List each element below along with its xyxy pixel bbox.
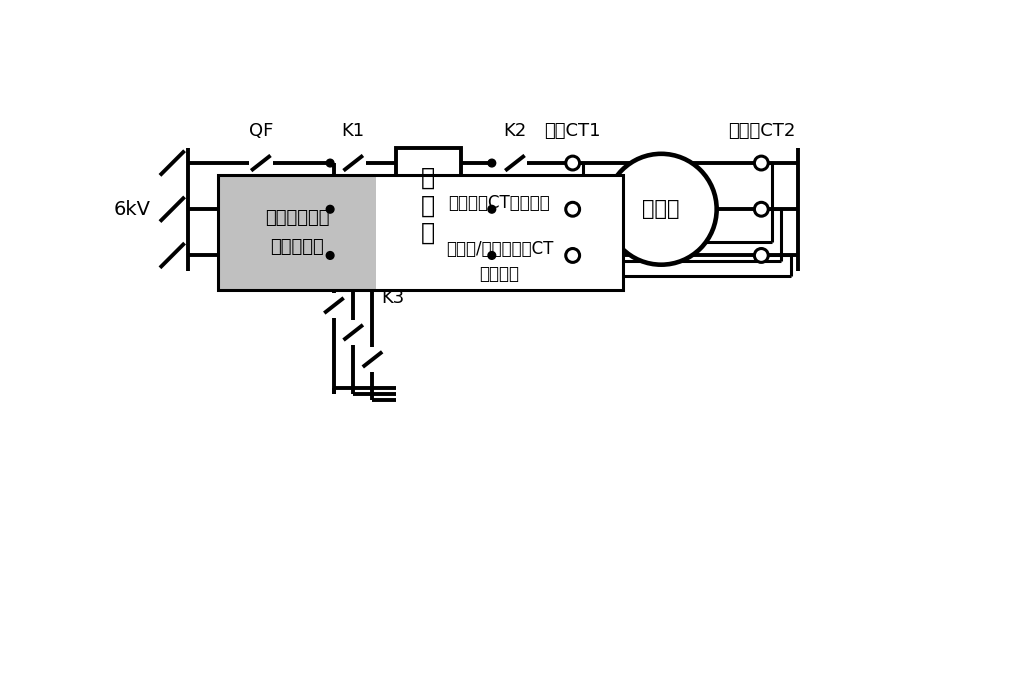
Circle shape [566, 249, 580, 262]
Circle shape [326, 251, 334, 260]
Circle shape [488, 159, 495, 167]
Text: K2: K2 [503, 122, 527, 140]
Text: 6kV: 6kV [114, 200, 151, 219]
FancyBboxPatch shape [376, 232, 623, 290]
Circle shape [566, 202, 580, 216]
Circle shape [326, 159, 334, 167]
Circle shape [488, 251, 495, 260]
Text: 机端保护CT三相电流: 机端保护CT三相电流 [448, 195, 550, 212]
Circle shape [754, 249, 768, 262]
Text: K1: K1 [341, 122, 365, 140]
FancyBboxPatch shape [218, 175, 376, 290]
Text: QF: QF [249, 122, 273, 140]
Circle shape [754, 156, 768, 170]
FancyBboxPatch shape [376, 175, 623, 232]
Circle shape [326, 206, 334, 213]
Text: 变
频
器: 变 频 器 [421, 166, 435, 245]
Text: 中性点CT2: 中性点CT2 [728, 122, 795, 140]
Circle shape [754, 202, 768, 216]
Circle shape [488, 206, 495, 213]
Circle shape [566, 156, 580, 170]
FancyBboxPatch shape [395, 148, 461, 263]
Text: K3: K3 [382, 289, 405, 307]
Text: 中性点/磁平衡保护CT
三相电流: 中性点/磁平衡保护CT 三相电流 [446, 240, 553, 283]
Circle shape [605, 154, 716, 264]
Text: 机端CT1: 机端CT1 [544, 122, 601, 140]
Text: 变频电动机差
动保护装置: 变频电动机差 动保护装置 [265, 209, 330, 256]
Text: 电动机: 电动机 [642, 199, 680, 219]
